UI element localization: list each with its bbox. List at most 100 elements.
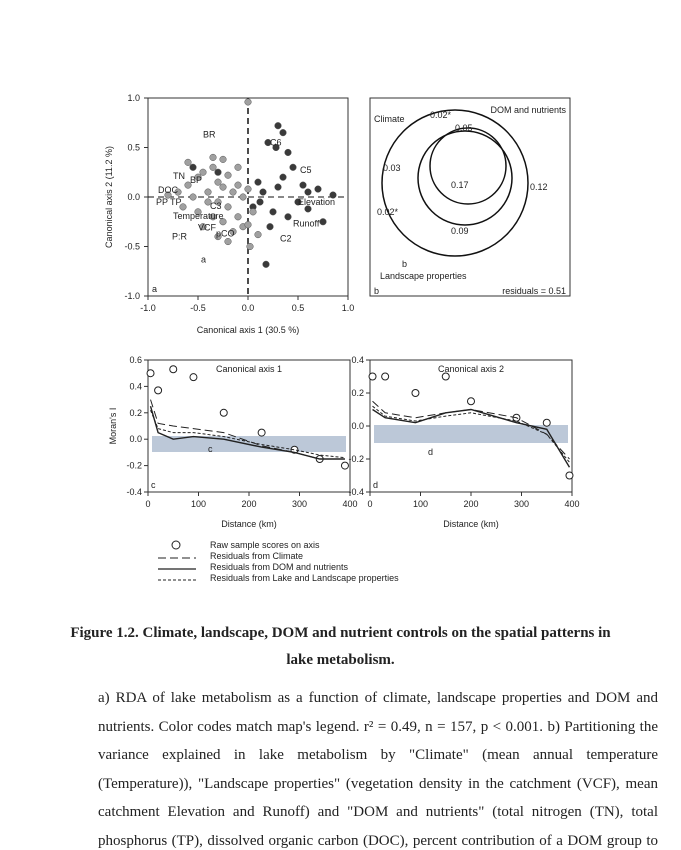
point [189, 193, 197, 201]
point [214, 233, 222, 241]
point [269, 208, 277, 216]
point [189, 163, 197, 171]
raw-score [467, 397, 475, 406]
point [219, 155, 227, 163]
point [262, 260, 270, 268]
point [204, 188, 212, 196]
x-tick-label: 300 [292, 499, 307, 509]
raw-score [368, 372, 377, 381]
point [229, 188, 237, 196]
band [374, 425, 568, 443]
raw-score [542, 418, 551, 427]
residual-line [372, 408, 571, 468]
venn-fraction: 0.17 [451, 180, 469, 190]
body-line: a) RDA of lake metabolism as a function … [98, 690, 658, 706]
point [244, 98, 252, 106]
y-tick-label: 0.6 [129, 355, 142, 365]
point [194, 208, 202, 216]
point [224, 203, 232, 211]
point [164, 191, 172, 199]
y-tick-label: -0.2 [126, 461, 142, 471]
caption: Figure 1.2. Climate, landscape, DOM and … [70, 625, 611, 641]
biplot-label: BR [203, 130, 216, 140]
biplot-label: TP [170, 197, 182, 207]
point [259, 188, 267, 196]
raw-score [219, 408, 228, 417]
x-tick-label: 100 [413, 499, 428, 509]
y-tick-label: -0.4 [348, 487, 364, 497]
raw-score [565, 471, 574, 480]
point [174, 188, 182, 196]
figure: -1.0 -0.5 0.0 0.5 1.0 -1.0 -0.5 0.0 0.5 1.0 Canoni… [104, 93, 580, 583]
point [304, 188, 312, 196]
corner-label: a [152, 284, 157, 294]
y-tick-label: -0.4 [126, 487, 142, 497]
point [199, 168, 207, 176]
x-tick-label: 400 [342, 499, 357, 509]
venn-fraction: 0.03 [383, 163, 401, 173]
y-tick-label: 1.0 [127, 93, 140, 103]
y-tick-label: 0.2 [129, 408, 142, 418]
body-line: (Temperature)), "Landscape properties" (… [98, 775, 658, 792]
y-axis-label: Moran's I [108, 408, 118, 445]
venn-circle [417, 130, 513, 226]
point [244, 221, 252, 229]
raw-score [441, 372, 450, 381]
legend-label: Residuals from Lake and Landscape proper… [210, 573, 399, 583]
y-tick-label: 0.5 [127, 143, 140, 153]
y-tick-label: 0.0 [129, 434, 142, 444]
body-line: variance explained in lake metabolism by… [98, 747, 658, 763]
frame-c [147, 359, 351, 493]
x-axis-label: Canonical axis 1 (30.5 %) [197, 325, 300, 335]
venn-label: Climate [374, 114, 405, 124]
point [214, 178, 222, 186]
point [254, 178, 262, 186]
x-tick-label: 0 [367, 499, 372, 509]
point [314, 185, 322, 193]
raw-score [340, 461, 349, 470]
point [239, 193, 247, 201]
x-axis-label: Distance (km) [443, 519, 499, 529]
point [214, 198, 222, 206]
corner-label: b [374, 286, 379, 296]
point [264, 139, 272, 147]
biplot-label: Runoff [293, 219, 320, 229]
biplot-label: Temperature [173, 211, 224, 221]
residual-line [149, 406, 345, 460]
corner-label: d [373, 480, 378, 490]
x-tick-label: 0.0 [242, 303, 255, 313]
biplot-label: C2 [280, 234, 292, 244]
point [224, 171, 232, 179]
point [214, 168, 222, 176]
biplot-label: C3 [210, 201, 222, 211]
biplot-label: TN [173, 171, 185, 181]
point [284, 213, 292, 221]
biplot-label: pCO [216, 229, 235, 239]
frame-b [369, 97, 571, 297]
point [194, 173, 202, 181]
point [184, 181, 192, 189]
venn-fraction: 0.12 [530, 182, 548, 192]
y-tick-label: 0.4 [351, 355, 364, 365]
point [304, 205, 312, 213]
x-tick-label: 0 [145, 499, 150, 509]
biplot-label: DOC [158, 185, 179, 195]
x-tick-label: 300 [514, 499, 529, 509]
point [219, 218, 227, 226]
raw-score [411, 389, 420, 397]
body-line: nutrients. Color codes match map's legen… [98, 718, 658, 735]
point [284, 148, 292, 156]
point [224, 238, 232, 246]
legend-label: Residuals from DOM and nutrients [210, 562, 349, 572]
point [299, 181, 307, 189]
residual-line [150, 409, 346, 459]
body-line: phosphorus (TP), dissolved organic carbo… [98, 832, 658, 849]
point [256, 198, 264, 206]
panel-letter: d [428, 447, 433, 457]
biplot-label: VCF [198, 223, 217, 233]
raw-score [154, 386, 163, 395]
x-tick-label: -0.5 [190, 303, 206, 313]
point [272, 143, 280, 152]
x-tick-label: -1.0 [140, 303, 156, 313]
